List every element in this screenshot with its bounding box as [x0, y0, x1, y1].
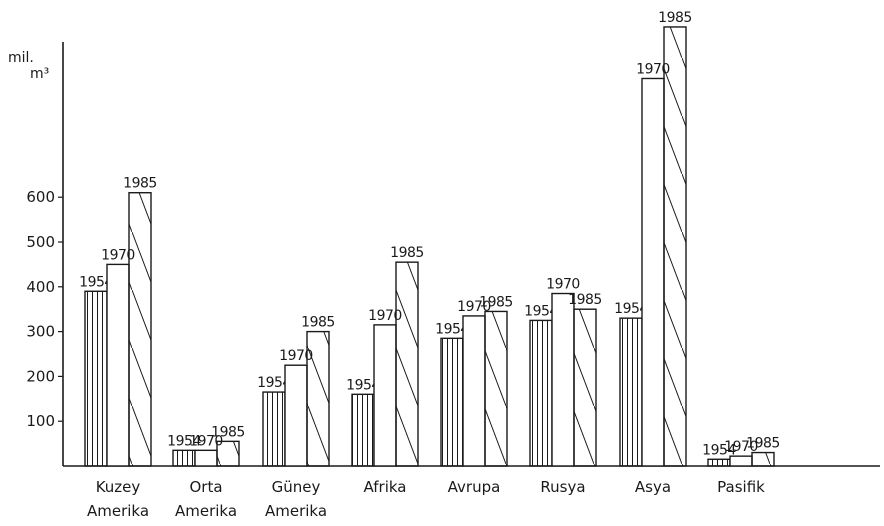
bar-1985	[128, 192, 152, 467]
bar-1985	[306, 330, 330, 467]
category-label: Amerika	[175, 502, 237, 520]
bar-1954	[707, 458, 731, 467]
bar-1985	[216, 440, 240, 467]
y-tick-label: 100	[26, 412, 55, 430]
category-label: Güney	[272, 478, 321, 496]
category-label: Kuzey	[96, 478, 141, 496]
bar-year-label: 1970	[636, 61, 670, 77]
y-tick-label: 500	[26, 233, 55, 251]
bar-1985	[573, 308, 597, 467]
bar-year-label: 1954	[435, 321, 469, 337]
bar-year-label: 1970	[279, 348, 313, 364]
bar-year-label: 1985	[568, 292, 602, 308]
y-tick-label: 600	[26, 188, 55, 206]
bar-1985	[751, 451, 775, 467]
bar-year-label: 1954	[167, 433, 201, 449]
bar-1970	[106, 263, 130, 467]
bar-1954	[172, 449, 196, 467]
bar-1970	[284, 364, 308, 467]
category-labels: Kuzey Amerika Orta Amerika Güney Amerika Afrik…	[87, 478, 765, 520]
category-label: Rusya	[540, 478, 585, 496]
bar-1970	[373, 324, 397, 467]
bar-year-label: 1954	[346, 377, 380, 393]
bar-1970	[641, 77, 665, 467]
category-label: Avrupa	[448, 478, 501, 496]
bar-1954	[440, 337, 464, 467]
bar-year-label: 1985	[301, 315, 335, 331]
y-axis-labels: mil.m³ 100 200 300 400 500 600	[8, 50, 63, 430]
bar-year-label: 1970	[368, 308, 402, 324]
y-tick-label: 400	[26, 278, 55, 296]
bar-year-label: 1970	[457, 299, 491, 315]
bar-year-label: 1970	[189, 433, 223, 449]
category-label: Pasifik	[717, 478, 765, 496]
bar-year-label: 1954	[702, 442, 736, 458]
bar-1970	[729, 455, 753, 467]
bar-year-label: 1970	[724, 439, 758, 455]
bar-1954	[529, 319, 553, 467]
bar-year-label: 1985	[658, 10, 692, 26]
bar-1985	[484, 310, 508, 467]
bar-1954	[351, 393, 375, 467]
y-axis-unit: mil.	[8, 50, 34, 66]
bar-year-label: 1954	[614, 301, 648, 317]
category-label: Afrika	[364, 478, 407, 496]
bar-year-label: 1985	[746, 436, 780, 452]
bar-year-label: 1954	[79, 274, 113, 290]
bar-1954	[262, 391, 286, 467]
category-label: Asya	[635, 478, 671, 496]
bar-year-label: 1985	[479, 294, 513, 310]
category-label: Amerika	[265, 502, 327, 520]
bar-year-label: 1985	[211, 424, 245, 440]
bars: 1954197019851954197019851954197019851954…	[79, 10, 780, 467]
y-tick-label: 200	[26, 367, 55, 385]
y-axis-unit: m³	[30, 66, 49, 82]
bar-1970	[462, 315, 486, 467]
bar-1970	[194, 449, 218, 467]
bar-1954	[84, 290, 108, 467]
bar-1985	[395, 261, 419, 467]
y-tick-label: 300	[26, 323, 55, 341]
bar-year-label: 1954	[524, 303, 558, 319]
bar-year-label: 1954	[257, 375, 291, 391]
bar-year-label: 1985	[390, 245, 424, 261]
bar-year-label: 1970	[546, 277, 580, 293]
bar-1970	[551, 292, 575, 467]
bar-1954	[619, 317, 643, 467]
bar-year-label: 1970	[101, 247, 135, 263]
category-label: Amerika	[87, 502, 149, 520]
category-label: Orta	[189, 478, 222, 496]
bar-year-label: 1985	[123, 176, 157, 192]
bar-1985	[663, 26, 687, 467]
